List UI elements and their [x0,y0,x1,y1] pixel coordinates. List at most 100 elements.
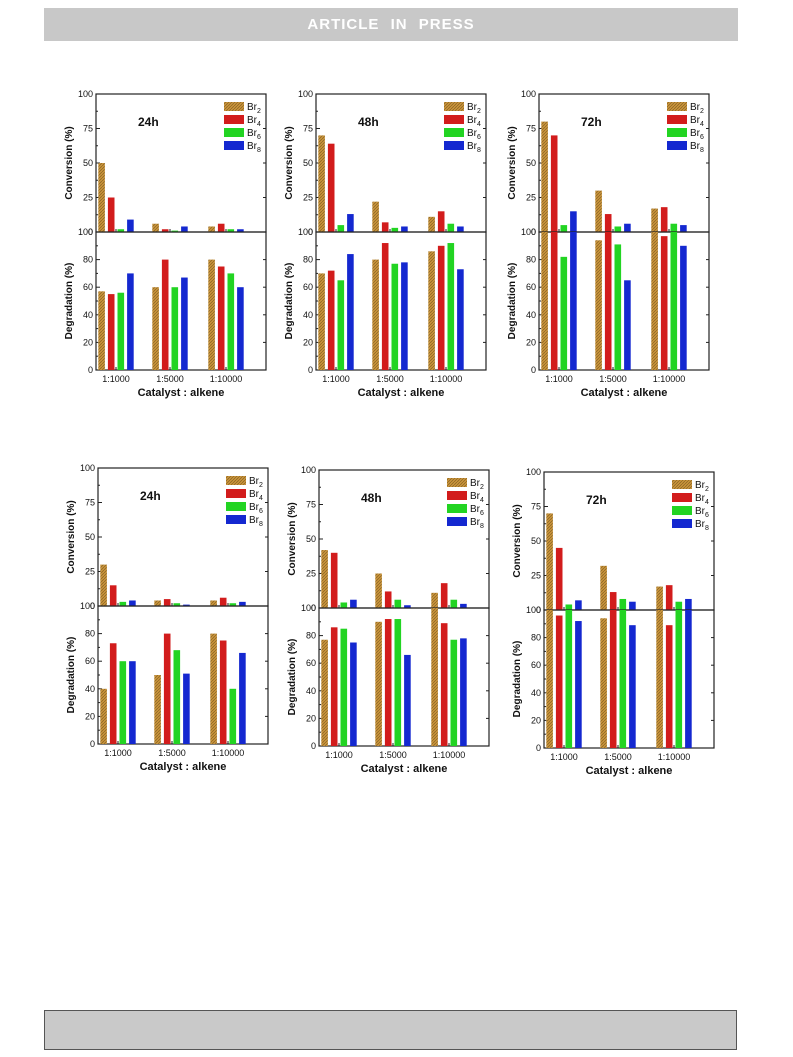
conversion-bar-Br8-1:5000 [404,605,411,608]
conversion-bar-Br6-1:5000 [173,603,181,606]
degradation-ytick-label: 80 [531,633,541,643]
degradation-bar-Br4-1:5000 [381,243,389,370]
conversion-bar-Br2-1:10000 [431,592,438,608]
chart-svg-5: 0 25 50 75 100 Conversion (%) 0 20 40 60 80 100 Degr… [287,465,490,775]
conversion-bar-Br8-1:5000 [624,223,631,232]
conversion-bar-Br8-1:1000 [350,599,357,608]
degradation-ytick-label: 60 [306,658,316,668]
conversion-bar-Br4-1:5000 [609,592,617,610]
conversion-bar-Br2-1:1000 [100,564,107,606]
category-label: 1:10000 [433,750,466,760]
legend-label-Br2: Br2 [467,102,481,115]
degradation-bar-Br2-1:5000 [595,240,602,370]
degradation-ylabel: Degradation (%) [64,263,75,340]
degradation-bar-Br4-1:1000 [107,294,115,370]
legend-swatch-Br8 [444,141,464,150]
category-label: 1:1000 [325,750,353,760]
degradation-ytick-label: 20 [306,713,316,723]
degradation-ylabel: Degradation (%) [507,263,518,340]
chart-svg-6: 0 25 50 75 100 Conversion (%) 0 20 40 60 80 100 Degr… [512,467,715,777]
conversion-bar-Br6-1:1000 [337,225,345,232]
degradation-bar-Br8-1:1000 [347,254,354,370]
conversion-ylabel: Conversion (%) [66,500,77,573]
conversion-bar-Br2-1:5000 [375,573,382,608]
category-label: 1:5000 [379,750,407,760]
conversion-bar-Br6-1:10000 [450,599,458,608]
conversion-bar-Br2-1:1000 [546,513,553,610]
degradation-ytick-label: 0 [536,743,541,753]
conversion-bar-Br4-1:1000 [550,135,558,232]
conversion-bar-Br6-1:5000 [391,227,399,232]
degradation-ytick-label: 60 [526,282,536,292]
degradation-bar-Br2-1:1000 [100,688,107,744]
category-label: 1:1000 [102,374,130,384]
legend-swatch-Br6 [447,504,467,513]
legend-label-Br6: Br6 [249,502,263,515]
legend-swatch-Br4 [667,115,687,124]
degradation-bar-Br2-1:1000 [321,639,328,746]
conversion-ylabel: Conversion (%) [512,504,523,577]
conversion-ytick-label: 75 [303,124,313,134]
degradation-bar-Br2-1:5000 [375,621,382,746]
conversion-bar-Br2-1:5000 [372,201,379,232]
article-in-press-label: ARTICLE IN PRESS [307,16,475,33]
category-label: 1:10000 [212,748,245,758]
conversion-bar-Br6-1:5000 [619,598,627,610]
conversion-bar-Br8-1:10000 [237,229,244,232]
conversion-bar-Br2-1:10000 [428,216,435,232]
degradation-bar-Br2-1:10000 [428,251,435,370]
x-axis-title: Catalyst : alkene [581,387,668,399]
conversion-ytick-label: 100 [526,467,541,477]
degradation-bar-Br6-1:1000 [560,256,568,370]
legend-label-Br4: Br4 [467,115,481,128]
degradation-bar-Br4-1:10000 [219,640,227,744]
conversion-bar-Br2-1:5000 [595,190,602,232]
conversion-ytick-label: 50 [85,532,95,542]
legend-swatch-Br6 [672,506,692,515]
degradation-ytick-label: 40 [526,310,536,320]
legend-label-Br4: Br4 [470,491,484,504]
legend-swatch-Br8 [447,517,467,526]
conversion-ytick-label: 100 [301,465,316,475]
conversion-ytick-label: 0 [536,605,541,615]
conversion-bar-Br6-1:1000 [560,225,568,232]
degradation-bar-Br8-1:1000 [570,232,577,370]
conversion-bar-Br6-1:10000 [229,603,237,606]
degradation-bar-Br2-1:10000 [651,232,658,370]
conversion-ylabel: Conversion (%) [64,126,75,199]
x-axis-title: Catalyst : alkene [358,387,445,399]
legend-label-Br2: Br2 [695,480,709,493]
legend-swatch-Br2 [667,102,687,111]
legend-swatch-Br8 [226,515,246,524]
conversion-bar-Br8-1:10000 [685,598,692,610]
degradation-bar-Br4-1:5000 [384,619,392,746]
degradation-bar-Br4-1:1000 [550,232,558,370]
conversion-bar-Br6-1:1000 [340,602,348,608]
legend-label-Br4: Br4 [249,489,263,502]
degradation-bar-Br8-1:1000 [575,621,582,748]
degradation-bar-Br4-1:10000 [665,625,673,748]
conversion-bar-Br4-1:5000 [384,591,392,608]
degradation-ytick-label: 20 [85,711,95,721]
degradation-bar-Br6-1:1000 [337,280,345,370]
degradation-bar-Br4-1:5000 [161,259,169,370]
degradation-bar-Br6-1:10000 [227,273,235,370]
legend-label-Br8: Br8 [249,515,263,528]
panel-time-label: 24h [138,115,159,129]
degradation-ytick-label: 100 [526,605,541,615]
legend-label-Br2: Br2 [690,102,704,115]
legend-swatch-Br6 [667,128,687,137]
conversion-bar-Br2-1:10000 [210,600,217,606]
conversion-bar-Br6-1:5000 [171,230,179,232]
legend-swatch-Br4 [447,491,467,500]
degradation-bar-Br2-1:10000 [656,610,663,748]
degradation-ytick-label: 40 [303,310,313,320]
conversion-ytick-label: 50 [306,534,316,544]
conversion-bar-Br2-1:10000 [656,586,663,610]
conversion-ytick-label: 0 [311,603,316,613]
conversion-bar-Br2-1:1000 [98,163,105,232]
conversion-bar-Br6-1:10000 [447,223,455,232]
degradation-bar-Br4-1:5000 [163,633,171,744]
degradation-bar-Br6-1:5000 [173,650,181,744]
degradation-bar-Br8-1:1000 [127,273,134,370]
